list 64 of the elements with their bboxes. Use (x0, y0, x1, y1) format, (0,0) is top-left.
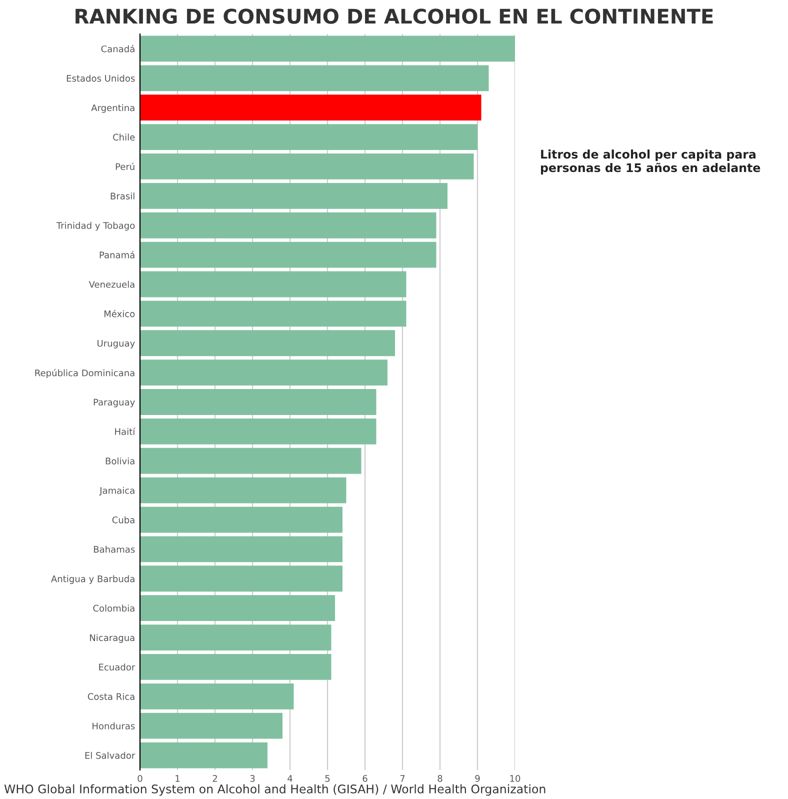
bar (140, 271, 406, 298)
x-tick-label: 5 (325, 775, 330, 782)
bar (140, 330, 395, 356)
x-tick-label: 0 (138, 775, 142, 782)
x-tick-label: 6 (362, 775, 368, 782)
x-tick-label: 4 (288, 775, 292, 782)
bar (140, 595, 335, 622)
bar (140, 683, 294, 710)
y-tick-label: Panamá (100, 251, 134, 258)
y-tick-label: Cuba (112, 516, 134, 524)
y-tick-label: Canadá (101, 44, 134, 52)
y-tick-label: Argentina (91, 104, 134, 113)
y-tick-label: Ecuador (99, 664, 136, 671)
bar (140, 36, 515, 62)
bar (140, 654, 332, 680)
bar (140, 124, 478, 150)
bar (140, 65, 489, 92)
y-tick-label: Nicaragua (90, 634, 134, 643)
x-tick-label: 1 (176, 775, 180, 782)
y-tick-label: Jamaica (99, 486, 134, 496)
bar (140, 566, 342, 592)
bar (140, 536, 342, 562)
y-tick-label: Trinidad y Tobago (56, 222, 135, 231)
x-tick-label: 2 (212, 775, 217, 782)
y-tick-label: El Salvador (85, 752, 136, 759)
bar (140, 360, 388, 386)
text: WHO Global Information System on Alcohol and Health (GISAH) / World Health Organization (4, 784, 546, 796)
bar (140, 712, 282, 739)
bar (140, 477, 346, 504)
y-tick-label: Uruguay (98, 340, 135, 348)
y-tick-label: Antigua y Barbuda (51, 575, 134, 584)
x-tick-label: 3 (250, 775, 255, 782)
y-tick-label: Perú (116, 162, 134, 170)
y-tick-label: Estados Unidos (66, 74, 135, 82)
bar (140, 300, 406, 327)
y-tick-label: Colombia (93, 604, 134, 612)
bar (140, 154, 474, 180)
chart-title: RANKING DE CONSUMO DE ALCOHOL EN EL CONTINENTE (76, 8, 713, 24)
x-tick-label: 7 (400, 775, 405, 782)
y-tick-label: Chile (113, 134, 135, 141)
x-tick-label: 9 (475, 775, 480, 782)
bar (140, 418, 376, 444)
bar (140, 448, 362, 474)
y-tick-label: República Dominicana (35, 368, 134, 378)
bar (140, 506, 342, 533)
bar (140, 242, 436, 268)
bar (140, 624, 332, 650)
x-tick-label: 8 (438, 775, 442, 782)
bar (140, 389, 376, 415)
y-tick-label: Paraguay (94, 398, 135, 408)
y-tick-label: México (104, 310, 135, 318)
bar (140, 94, 482, 121)
bar (140, 742, 268, 768)
y-tick-label: Venezuela (88, 280, 134, 288)
x-tick-label: 10 (510, 775, 520, 782)
y-tick-label: Costa Rica (88, 692, 134, 700)
text: Litros de alcohol per capita para personas de 15 años en adelante (540, 150, 760, 174)
y-tick-label: Bolivia (106, 457, 134, 464)
bar (140, 212, 436, 238)
y-tick-label: Bahamas (94, 546, 135, 553)
y-tick-label: Honduras (92, 722, 135, 730)
y-tick-label: Brasil (110, 192, 134, 200)
y-tick-label: Haití (115, 428, 136, 435)
bar (140, 182, 448, 209)
